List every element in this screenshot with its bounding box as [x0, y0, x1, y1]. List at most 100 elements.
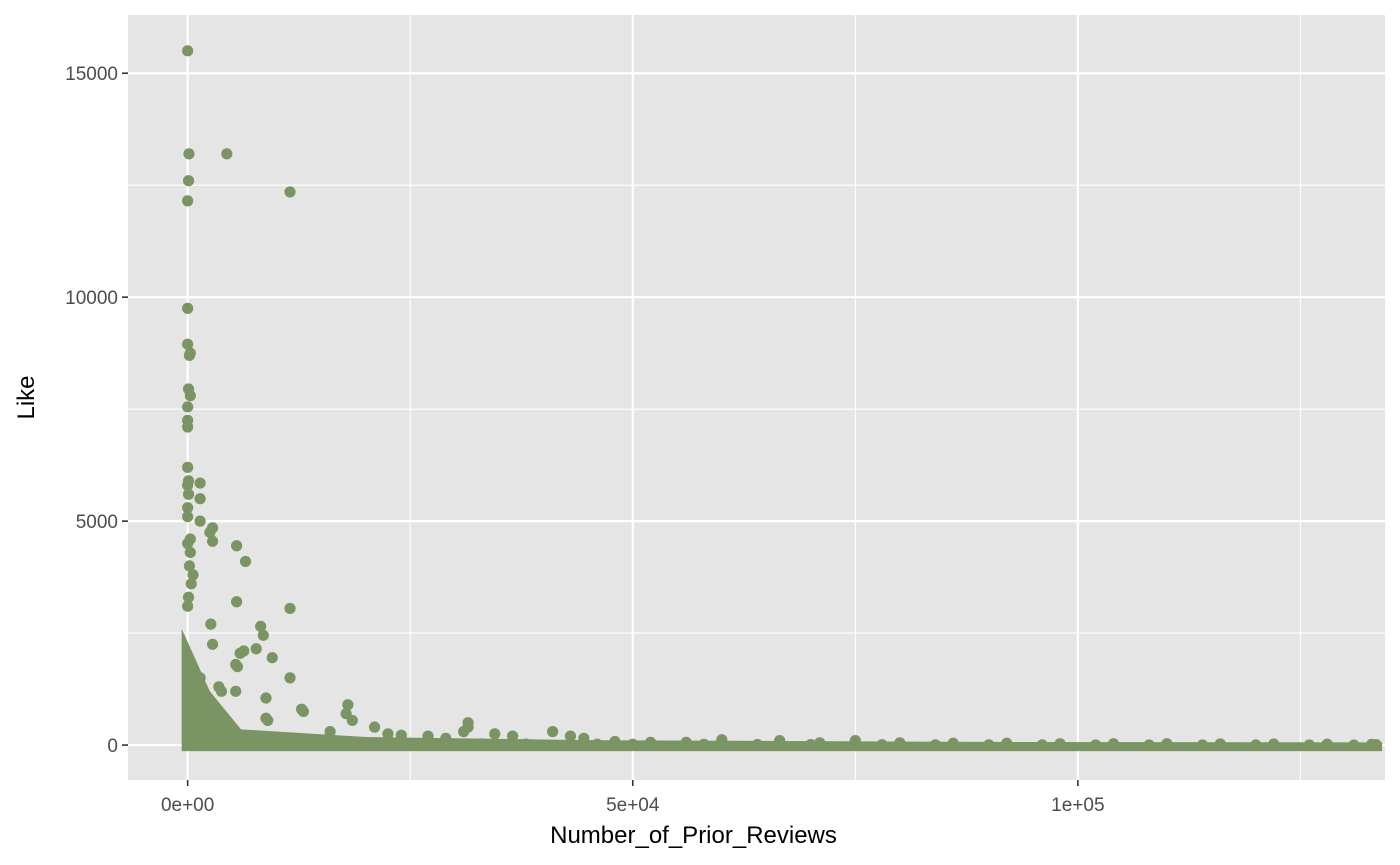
scatter-point: [324, 726, 336, 738]
scatter-point: [194, 477, 206, 489]
scatter-point: [929, 739, 942, 751]
scatter-point: [257, 629, 269, 641]
scatter-point: [627, 738, 639, 750]
scatter-point: [751, 738, 763, 751]
scatter-point: [591, 738, 603, 750]
x-axis-title: Number_of_Prior_Reviews: [550, 822, 837, 849]
scatter-point: [284, 186, 296, 198]
scatter-point: [215, 685, 228, 697]
scatter-point: [1303, 739, 1315, 751]
scatter-point: [182, 421, 194, 433]
scatter-point: [395, 729, 407, 741]
scatter-point: [680, 736, 692, 748]
scatter-point: [239, 555, 252, 568]
scatter-point: [458, 726, 470, 738]
scatter-point: [422, 730, 434, 742]
scatter-point: [774, 734, 786, 747]
scatter-point: [234, 647, 246, 659]
scatter-point: [182, 511, 194, 523]
scatter-point: [876, 739, 888, 751]
scatter-point: [182, 195, 194, 207]
scatter-point: [253, 734, 265, 746]
scatter-point: [947, 737, 959, 749]
scatter-point: [255, 620, 267, 632]
scatter-point: [1196, 739, 1209, 751]
scatter-point: [1161, 738, 1173, 750]
scatter-point: [190, 703, 203, 715]
scatter-point: [271, 735, 283, 747]
scatter-point: [183, 148, 195, 160]
scatter-point: [342, 737, 354, 749]
scatter-point: [184, 533, 196, 545]
scatter-point: [360, 737, 372, 749]
scatter-point: [266, 652, 278, 664]
scatter-point: [609, 735, 621, 748]
scatter-point: [262, 714, 274, 727]
scatter-point: [297, 705, 309, 718]
scatter-point: [698, 738, 710, 750]
scatter-point: [1268, 738, 1280, 750]
scatter-point: [182, 302, 194, 314]
scatter-point: [440, 732, 452, 744]
scatter-point: [205, 618, 217, 630]
scatter-point: [506, 730, 519, 742]
y-tick-label: 15000: [65, 64, 118, 85]
scatter-point: [1001, 737, 1013, 749]
scatter-point: [564, 730, 577, 742]
scatter-point: [226, 730, 238, 742]
scatter-point: [194, 515, 206, 527]
scatter-point: [1107, 738, 1120, 750]
scatter-point: [183, 349, 196, 361]
scatter-point: [1036, 739, 1048, 751]
dense-data-band: [181, 628, 1383, 752]
scatter-point: [1054, 738, 1066, 750]
scatter-point: [284, 672, 296, 684]
scatter-point: [204, 526, 216, 538]
scatter-point: [182, 488, 195, 500]
x-tick-label: 0e+00: [161, 795, 214, 816]
scatter-point: [489, 728, 501, 740]
scatter-point: [578, 732, 590, 744]
scatter-point: [983, 739, 995, 751]
scatter-point: [404, 737, 416, 750]
scatter-point: [805, 739, 817, 751]
y-axis-title: Like: [13, 375, 40, 419]
scatter-point: [716, 734, 728, 746]
scatter-point: [1250, 739, 1262, 751]
scatter-point: [1348, 739, 1360, 751]
scatter-point: [547, 726, 559, 738]
x-tick-label: 1e+05: [1051, 795, 1104, 816]
scatter-point: [213, 708, 225, 720]
scatter-point: [1090, 739, 1102, 751]
scatter-point: [1143, 739, 1155, 751]
scatter-point: [221, 148, 233, 160]
data-points: [182, 45, 1382, 751]
scatter-point: [342, 699, 354, 711]
scatter-point: [182, 591, 195, 603]
scatter-point: [182, 401, 194, 413]
scatter-point: [260, 692, 272, 704]
scatter-point: [235, 731, 247, 743]
scatter-point: [217, 728, 229, 740]
y-tick-label: 5000: [76, 512, 118, 533]
scatter-point: [182, 45, 194, 57]
scatter-point: [231, 661, 244, 673]
scatter-point: [187, 569, 199, 581]
scatter-point: [182, 461, 194, 473]
scatter-point: [814, 737, 826, 749]
scatter-point: [368, 721, 381, 733]
scatter-point: [206, 535, 219, 547]
scatter-point: [849, 734, 861, 747]
scatter-point: [894, 737, 906, 749]
scatter-point: [182, 479, 194, 491]
scatter-point: [377, 737, 390, 749]
y-axis: 0 5000 10000 15000: [65, 64, 128, 757]
scatter-point: [1370, 739, 1382, 751]
x-axis: 0e+00 5e+04 1e+05: [161, 780, 1105, 816]
scatter-point: [244, 732, 256, 744]
scatter-point: [431, 738, 443, 750]
scatter-point: [520, 738, 532, 750]
scatter-point: [185, 578, 197, 590]
x-tick-label: 5e+04: [606, 795, 660, 816]
